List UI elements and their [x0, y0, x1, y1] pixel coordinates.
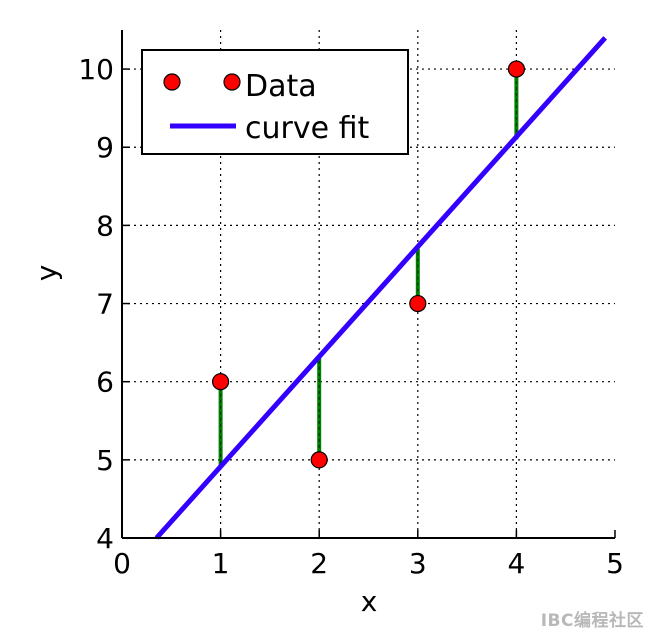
x-tick-label-4: 4 — [507, 547, 525, 580]
x-tick-label-5: 5 — [606, 547, 624, 580]
legend-data-marker-right — [223, 73, 241, 91]
curve-fit-layer — [154, 36, 608, 540]
x-tick-label-2: 2 — [310, 547, 328, 580]
data-point-1 — [212, 373, 230, 391]
residual-lines — [218, 69, 519, 468]
data-point-2 — [310, 451, 328, 469]
data-points-layer — [212, 60, 526, 469]
curve-fit-line — [154, 36, 608, 540]
legend-data-marker-left — [163, 73, 181, 91]
legend-data-label: Data — [245, 69, 317, 104]
axes-frame — [121, 30, 616, 539]
y-tick-label-4: 4 — [96, 522, 114, 555]
data-point-3 — [409, 294, 427, 313]
y-tick-label-5: 5 — [96, 444, 114, 477]
legend-curve-fit-label: curve fit — [245, 111, 369, 146]
tick-labels: 0 1 2 3 4 5 4 5 6 7 8 9 10 — [78, 53, 624, 580]
y-tick-label-8: 8 — [96, 209, 114, 242]
x-tick-label-0: 0 — [113, 547, 131, 580]
y-tick-label-7: 7 — [96, 288, 114, 321]
y-axis-label: y — [30, 265, 63, 282]
x-tick-label-1: 1 — [212, 547, 230, 580]
y-tick-label-9: 9 — [96, 131, 114, 164]
x-axis-label: x — [361, 585, 378, 618]
legend-box — [141, 49, 409, 155]
x-tick-label-3: 3 — [409, 547, 427, 580]
legend: Data curve fit — [141, 49, 409, 155]
watermark-text: IBC编程社区 — [540, 611, 644, 631]
y-tick-label-6: 6 — [96, 366, 114, 399]
data-point-4 — [507, 60, 526, 78]
y-tick-label-10: 10 — [78, 53, 114, 86]
